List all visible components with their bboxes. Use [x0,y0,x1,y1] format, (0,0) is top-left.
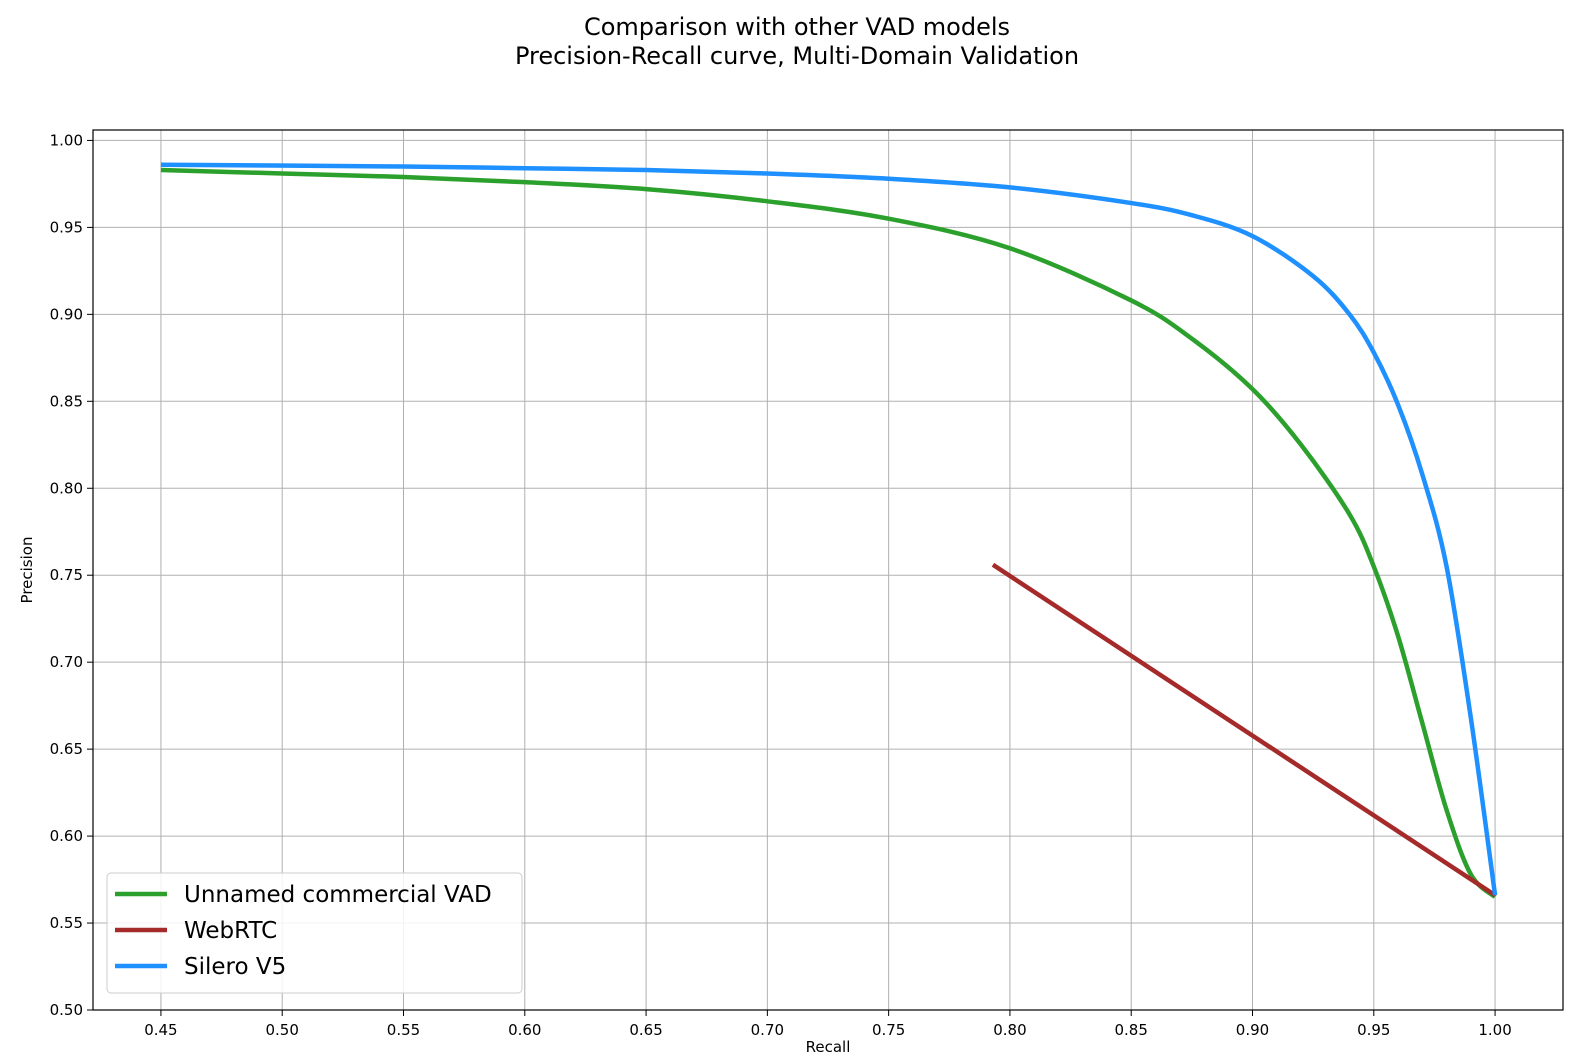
y-tick-label: 0.65 [50,740,83,758]
x-tick-label: 0.65 [629,1021,662,1039]
y-tick-label: 0.95 [50,218,83,236]
series-line-commercial [160,167,1497,899]
x-tick-label: 0.80 [993,1021,1026,1039]
x-tick-label: 0.45 [144,1021,177,1039]
legend-frame [106,872,523,994]
x-tick-label: 0.95 [1357,1021,1390,1039]
x-tick-label: 0.70 [751,1021,784,1039]
y-tick-label: 0.90 [50,305,83,323]
chart-title: Comparison with other VAD models [584,13,1010,41]
y-tick-label: 1.00 [50,131,83,149]
x-axis-label: Recall [806,1038,851,1056]
legend-label-commercial: Unnamed commercial VAD [184,882,492,908]
y-axis-label: Precision [18,537,36,604]
x-tick-label: 0.60 [508,1021,541,1039]
x-axis-ticks: 0.45 0.50 0.55 0.60 0.65 0.70 0.75 0.80 0.85 0.90… [144,1010,1512,1039]
x-tick-label: 0.85 [1115,1021,1148,1039]
legend-label-webrtc: WebRTC [184,918,277,944]
y-tick-label: 0.55 [50,914,83,932]
series-line-silero [160,162,1498,896]
y-tick-label: 0.70 [50,653,83,671]
x-tick-label: 0.90 [1236,1021,1269,1039]
series-lines [160,162,1498,899]
x-tick-label: 0.55 [387,1021,420,1039]
legend-label-silero: Silero V5 [184,954,286,980]
legend: Unnamed commercial VAD WebRTC Silero V5 [106,872,523,994]
y-tick-label: 0.85 [50,392,83,410]
plot-frame [92,129,1564,1011]
x-tick-label: 1.00 [1478,1021,1511,1039]
y-tick-label: 0.75 [50,566,83,584]
x-tick-label: 0.50 [266,1021,299,1039]
chart-subtitle: Precision-Recall curve, Multi-Domain Val… [515,42,1079,70]
y-tick-label: 0.80 [50,479,83,497]
series-line-webrtc [991,562,1497,898]
x-tick-label: 0.75 [872,1021,905,1039]
y-tick-label: 0.50 [50,1001,83,1019]
y-axis-ticks: 0.50 0.55 0.60 0.65 0.70 0.75 0.80 0.85 0.90 0.95… [50,131,93,1019]
y-tick-label: 0.60 [50,827,83,845]
